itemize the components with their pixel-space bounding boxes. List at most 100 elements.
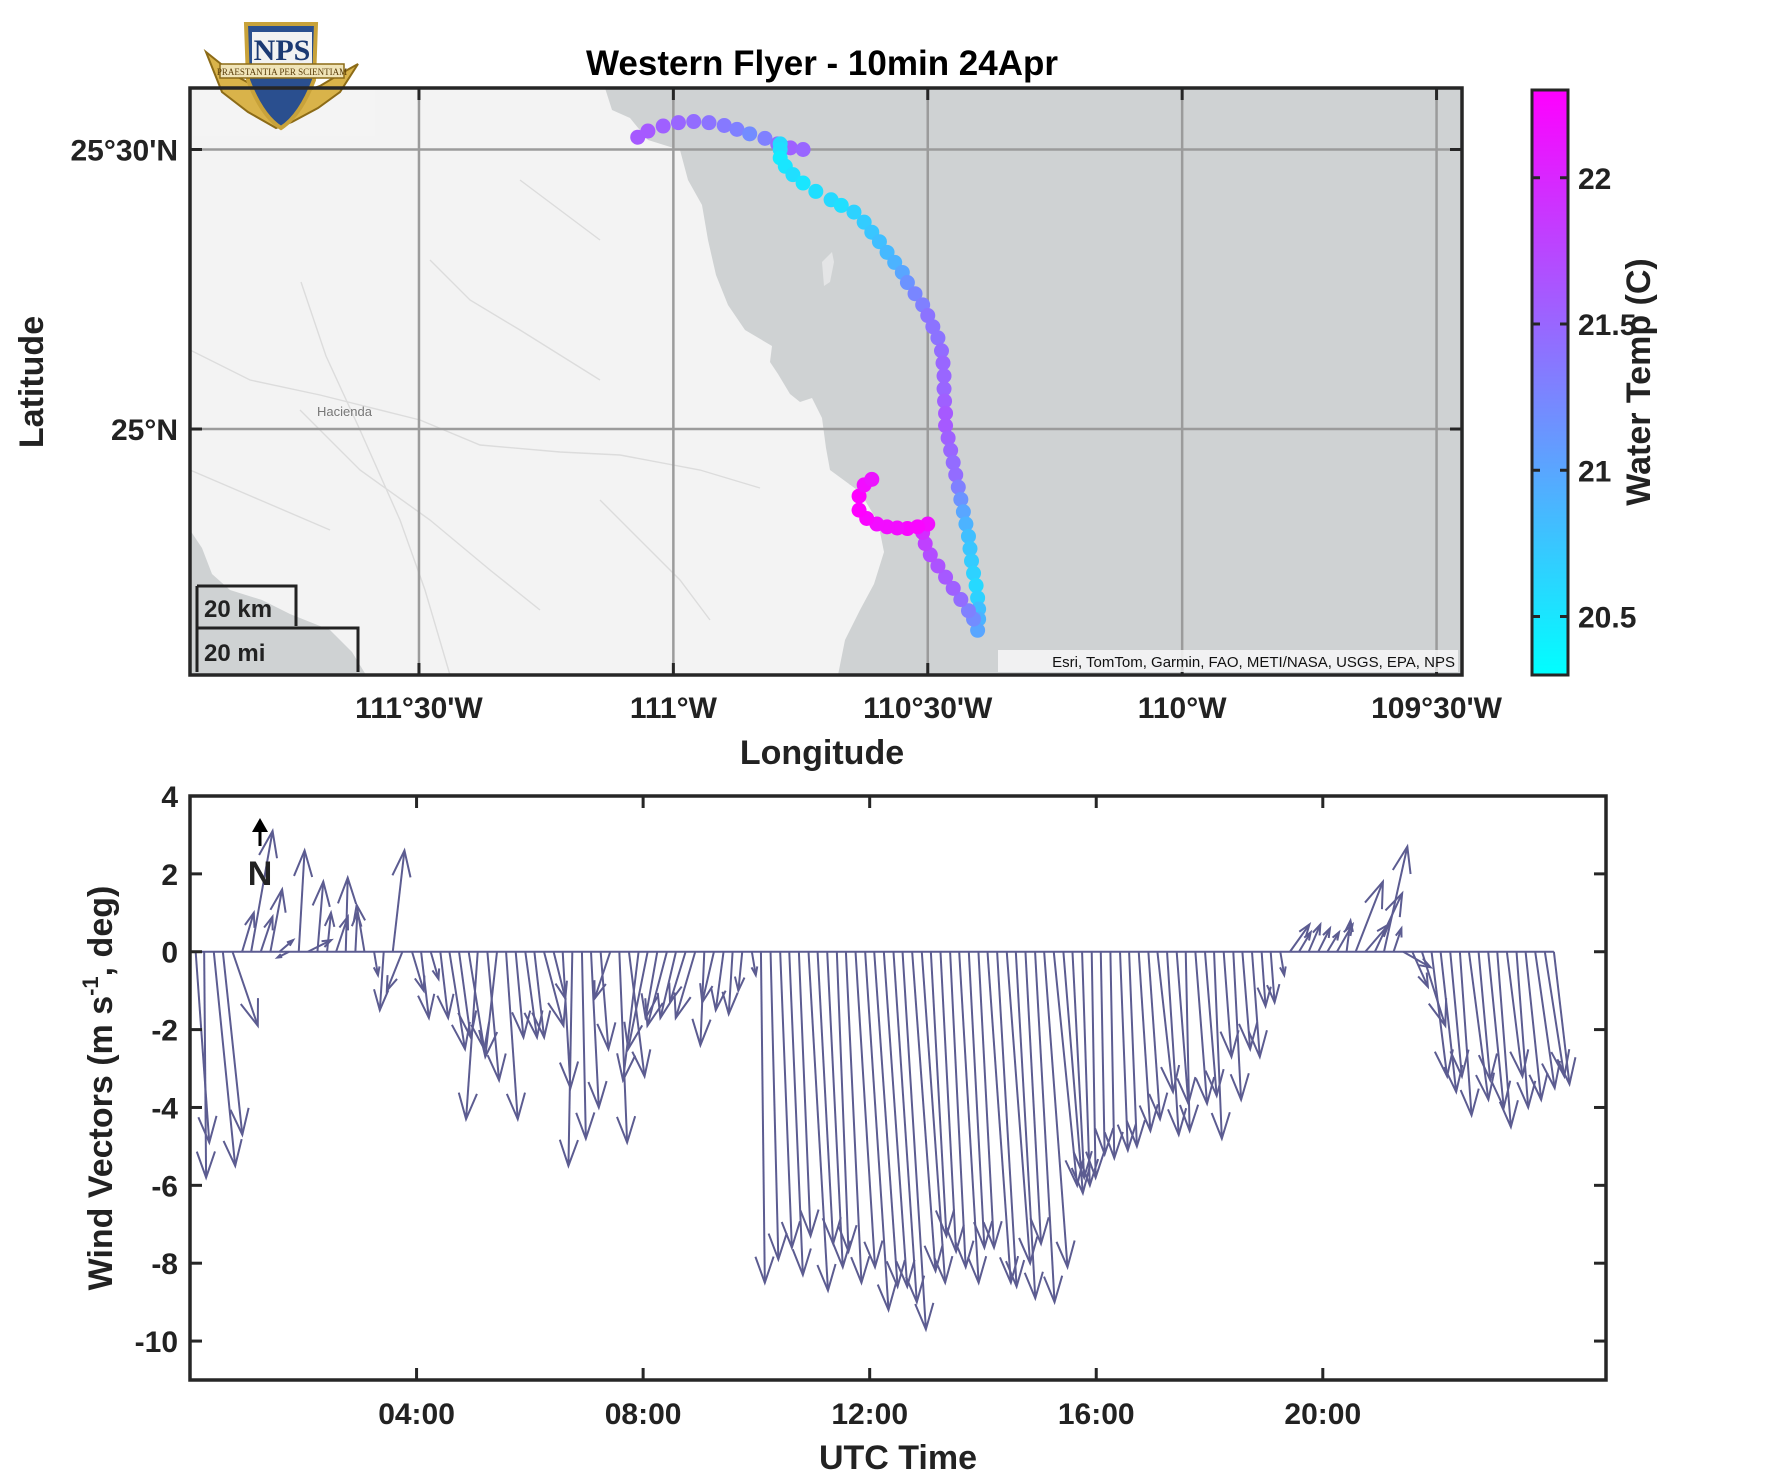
track-point [686,114,702,130]
track-point [899,275,915,291]
map-y-tick-label: 25°N [111,414,178,447]
wind-vector [1344,917,1354,952]
track-point [851,502,867,518]
map-panel: Western Flyer - 10min 24Apr Hacienda [13,22,1503,772]
wind-vector [593,951,612,1002]
map-x-tick-label: 109°30'W [1371,692,1503,725]
wind-vector [323,909,336,952]
track-point [864,471,880,487]
track-point [970,590,986,606]
wind-vector [436,951,455,1021]
wind-vector [1354,878,1385,953]
wind-vector [575,951,596,1142]
wind-vector [278,938,296,953]
track-point [785,167,801,183]
wind-vector [1505,951,1530,1080]
wind-x-tick-labels: 04:00 08:00 12:00 16:00 20:00 [378,1398,1361,1431]
wind-xlabel: UTC Time [819,1439,977,1476]
wind-vector [587,951,608,1111]
wind-vector [710,951,727,1014]
colorbar-tick-label: 22 [1578,163,1611,196]
track-point [938,418,954,434]
wind-x-tick-label: 20:00 [1284,1398,1361,1431]
track-point [640,123,656,139]
wind-vector [733,951,746,994]
track-point [968,578,984,594]
map-y-tick-label: 25°30'N [70,134,178,167]
wind-vector [293,847,314,952]
wind-y-tick-label: 2 [161,859,178,892]
map-x-tick-label: 111°W [630,692,718,725]
wind-vector [417,951,436,1021]
wind-vector [231,951,259,1029]
wind-vector [391,847,412,952]
wind-vector [1430,951,1454,1080]
north-indicator: N [248,818,273,893]
wind-vector [1458,951,1480,1119]
wind-vector [1137,951,1159,1134]
wind-vector [1374,890,1404,953]
wind-vector [311,878,331,952]
track-point [851,488,867,504]
wind-vector [457,951,478,1041]
north-label: N [248,855,273,893]
map-x-tick-label: 110°W [1138,692,1227,725]
inner-water [832,385,866,485]
wind-vector [1210,951,1231,1142]
track-point [907,286,923,302]
wind-vector [1024,951,1050,1247]
wind-vector [920,951,954,1286]
map-basemap: Hacienda [190,88,1462,675]
wind-vector [616,951,640,1084]
wind-vector [996,951,1026,1290]
wind-vector [882,951,916,1290]
wind-vector [429,951,441,982]
wind-vector [835,951,858,1255]
wind-vector [873,951,906,1290]
baja-peninsula-land [190,88,884,675]
wind-vector [259,913,274,953]
wind-vector [1005,951,1039,1267]
wind-vector [1229,951,1250,1103]
map-xlabel: Longitude [740,734,904,772]
wind-vector [1515,951,1537,1111]
track-point [701,115,717,131]
wind-vector [1094,951,1115,1158]
colorbar: 22 21.5 21 20.5 Water Temp (C) [1530,88,1658,677]
wind-vector [1103,951,1124,1162]
track-point [943,442,959,458]
wind-vector [1147,951,1169,1123]
wind-vector [457,951,479,1123]
wind-axes-frame [188,794,1608,1382]
map-gridlines [190,88,1462,675]
wind-vectors [194,828,1577,1333]
wind-y-tick-label: -8 [151,1248,178,1281]
wind-x-tick-label: 08:00 [605,1398,682,1431]
wind-vector [1298,929,1313,953]
wind-panel: 04:00 08:00 12:00 16:00 20:00 4 2 0 -2 -4 -6 -8 -10… [78,781,1608,1476]
colorbar-tick-label: 21.5 [1578,309,1636,342]
cerralvo-island [822,252,834,286]
track-point [945,455,961,471]
wind-x-tick-label: 12:00 [831,1398,908,1431]
wind-vector [1034,951,1064,1306]
track-point [950,479,966,495]
map-attribution: Esri, TomTom, Garmin, FAO, METI/NASA, US… [1052,654,1455,671]
wind-vector [767,951,788,1263]
wind-vector [1266,951,1281,1006]
wind-vector [788,951,812,1278]
wind-vector [901,951,935,1333]
wind-vector [929,951,956,1239]
track-point [930,330,946,346]
wind-vector [352,902,366,952]
wind-vector [721,951,739,1018]
wind-vector [1043,951,1076,1271]
wind-vector [644,951,668,1029]
colorbar-tick-label: 21 [1578,455,1611,488]
wind-vector [241,909,256,953]
track-point [922,547,938,563]
wind-vector [977,951,1003,1251]
ship-track [630,114,987,638]
wind-tick-marks [190,794,1606,1380]
wind-vector [673,951,697,1021]
